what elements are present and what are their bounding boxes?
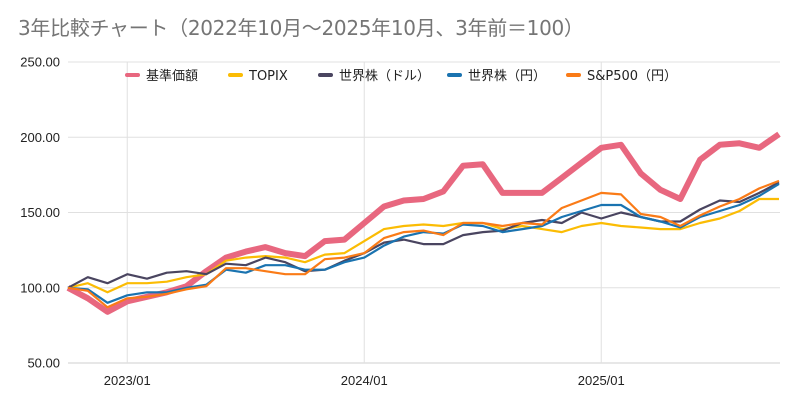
x-axis-tick-labels: 2023/01 2024/01 2025/01 — [104, 373, 625, 388]
series-line-4 — [67, 179, 780, 309]
x-tick-label: 2025/01 — [578, 373, 625, 388]
legend-swatch — [566, 73, 581, 77]
series-lines — [66, 131, 781, 315]
legend-item[interactable]: TOPIX — [228, 69, 288, 84]
legend-swatch — [447, 73, 462, 77]
series-line-1 — [67, 197, 779, 294]
y-tick-label: 100.00 — [20, 280, 60, 295]
legend-label: TOPIX — [248, 69, 288, 84]
legend-swatch — [318, 73, 333, 77]
series-line-0 — [66, 131, 781, 315]
x-tick-label: 2023/01 — [104, 373, 151, 388]
chart-title: 3年比較チャート（2022年10月～2025年10月、3年前＝100） — [18, 16, 584, 40]
y-gridlines — [68, 61, 780, 364]
legend-item[interactable]: 世界株（ドル） — [318, 69, 430, 84]
legend-swatch — [125, 73, 140, 77]
y-tick-label: 150.00 — [20, 205, 60, 220]
legend-swatch — [228, 73, 243, 77]
y-tick-label: 200.00 — [20, 130, 60, 145]
x-gridlines — [126, 62, 602, 363]
legend-label: 世界株（円） — [468, 69, 546, 84]
legend-item[interactable]: S&P500（円） — [566, 69, 677, 84]
legend-label: 世界株（ドル） — [339, 69, 430, 84]
legend-label: S&P500（円） — [587, 69, 677, 84]
legend-item[interactable]: 世界株（円） — [447, 69, 546, 84]
x-tick-label: 2024/01 — [341, 373, 388, 388]
legend-item[interactable]: 基準価額 — [125, 68, 198, 84]
y-axis-tick-labels: 250.00 200.00 150.00 100.00 50.00 — [20, 55, 60, 371]
legend: 基準価額 TOPIX 世界株（ドル） 世界株（円） S&P500（円） — [125, 68, 677, 84]
y-tick-label: 250.00 — [20, 55, 60, 70]
legend-label: 基準価額 — [146, 68, 198, 84]
y-tick-label: 50.00 — [27, 356, 60, 371]
series-line-3 — [67, 182, 780, 304]
